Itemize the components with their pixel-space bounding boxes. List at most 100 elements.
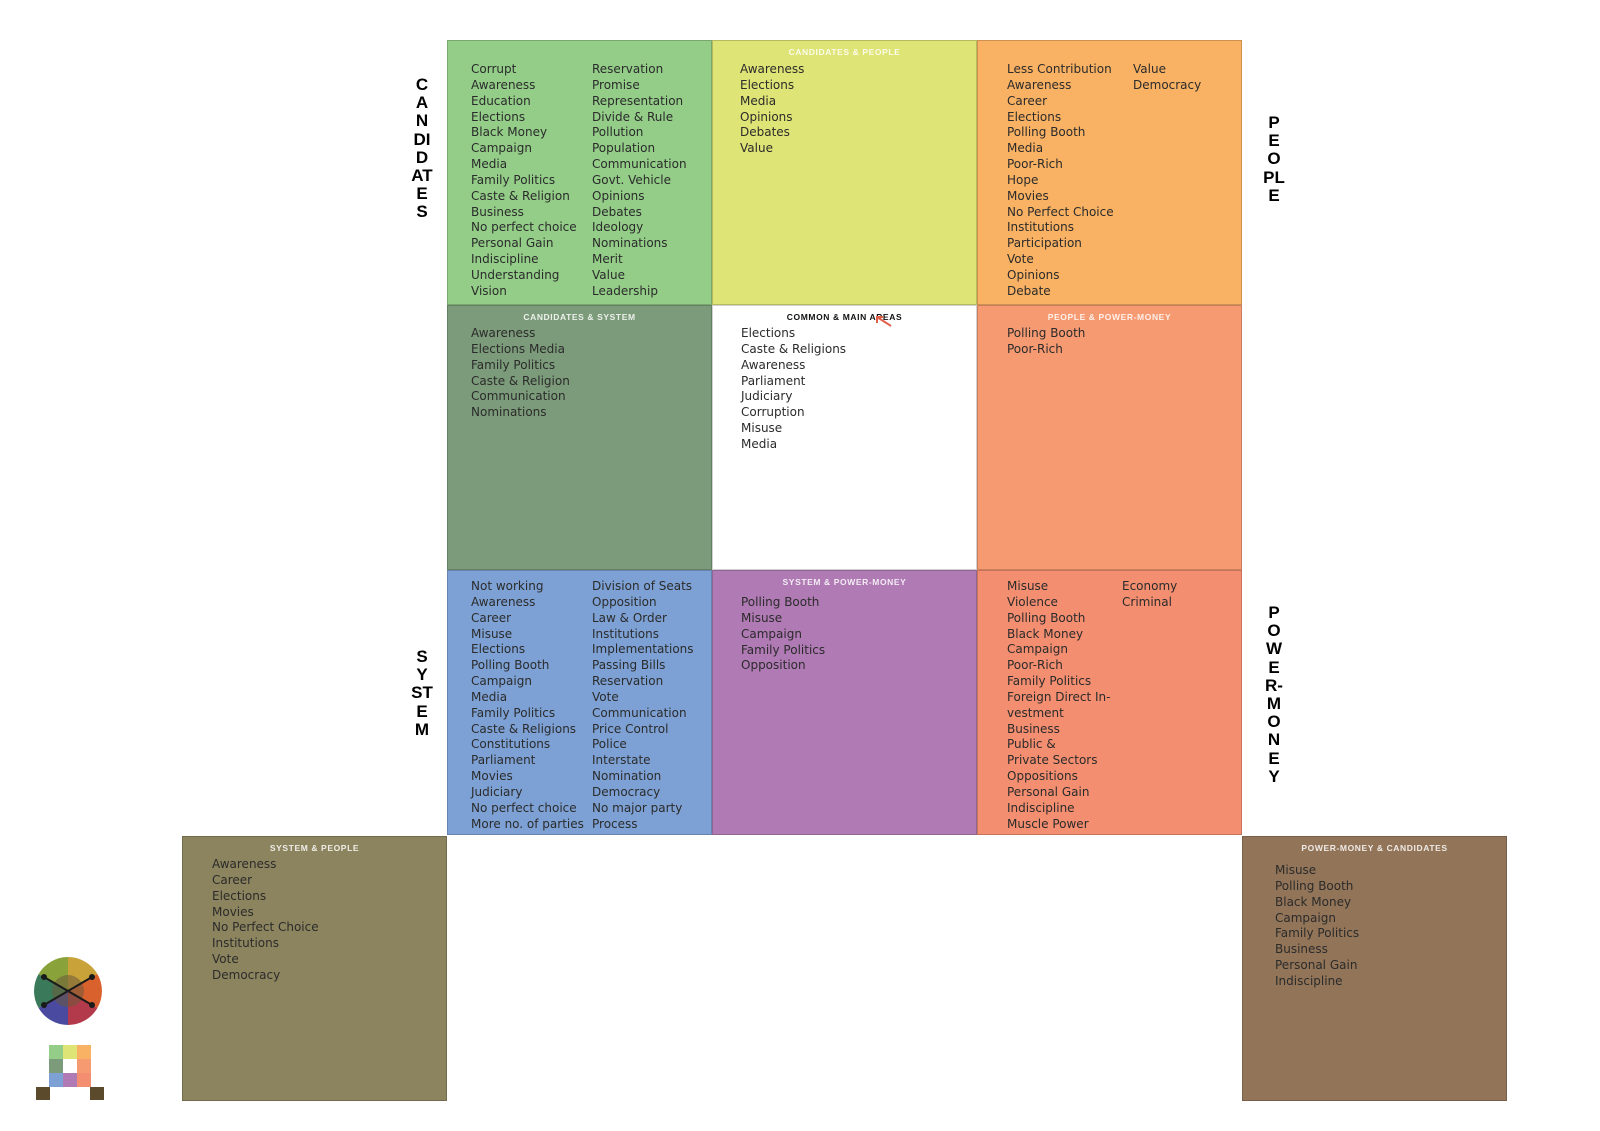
list-item: Awareness [212, 857, 277, 871]
list-item: Family Politics [1007, 674, 1092, 689]
list-item: Media [471, 157, 508, 172]
list-item: Awareness [741, 357, 806, 372]
list-item: Police [592, 737, 627, 752]
list-item: Divide & Rule [592, 109, 674, 124]
list-item: Passing Bills [592, 658, 666, 673]
list-item: Education [471, 93, 531, 108]
list-item: Awareness [1007, 77, 1072, 92]
list-item: Polling Booth [1275, 878, 1354, 893]
cell-system-power-money: SYSTEM & POWER-MONEY Polling Booth Misuse… [712, 570, 977, 835]
side-label-people: PEOPLE [1263, 113, 1285, 205]
list-item: Less Contribution [1007, 62, 1112, 76]
list-item: Media [740, 93, 777, 108]
list-item: Process [592, 816, 638, 831]
list-item: Misuse [1275, 863, 1317, 877]
list-item: Corrupt [471, 62, 517, 76]
list-item: Institutions [1007, 220, 1074, 235]
list-item: Constitutions [471, 737, 551, 752]
list-item: Family Politics [471, 705, 556, 720]
list-item: Elections [740, 77, 795, 92]
cell-title-candidates-system: CANDIDATES & SYSTEM [523, 312, 636, 322]
list-item: No Perfect Choice [212, 920, 319, 935]
list-item: No perfect choice [471, 800, 577, 815]
cell-title-system-power: SYSTEM & POWER-MONEY [782, 577, 907, 587]
list-item: Vote [592, 689, 619, 704]
logo-swatch [77, 1045, 91, 1059]
list-item: Institutions [592, 626, 659, 641]
list-item: Awareness [471, 326, 536, 340]
cell-title-people-power: PEOPLE & POWER-MONEY [1047, 312, 1172, 322]
list-item: Value [740, 141, 773, 156]
side-label-candidates: CANDIDATES [411, 75, 433, 222]
list-item: Poor-Rich [1007, 341, 1063, 356]
list-item: Judiciary [741, 389, 793, 404]
list-item: Family Politics [741, 642, 826, 657]
list-item: Elections [741, 326, 796, 340]
cell-title-candidates-people: CANDIDATES & PEOPLE [788, 47, 901, 57]
list-item: Law & Order [592, 610, 667, 625]
list-item: Black Money [1275, 894, 1352, 909]
list-item: Nominations [471, 405, 547, 420]
list-item: No Perfect Choice [1007, 204, 1114, 219]
candidates-list-col2: Reservation Promise Representation Divide &… [592, 62, 687, 300]
cell-power-money-candidates: POWER-MONEY & CANDIDATES Misuse Polling B… [1242, 836, 1507, 1101]
system-power-list: Polling Booth Misuse Campaign Family Politi… [741, 595, 825, 674]
list-item: Hope [1007, 172, 1039, 187]
list-item: vestment [1007, 705, 1064, 720]
list-item: Value [1133, 62, 1166, 76]
people-list-col2: Value Democracy [1133, 62, 1201, 94]
logo-foot-left [36, 1087, 50, 1100]
list-item: More no. of parties [471, 816, 584, 831]
list-item: Foreign Direct In- [1007, 689, 1111, 704]
list-item: Judiciary [471, 784, 523, 799]
list-item: Democracy [1133, 77, 1202, 92]
list-item: Opinions [1007, 267, 1060, 282]
list-item: Campaign [471, 141, 532, 156]
list-item: Career [471, 610, 512, 625]
arrow-icon [876, 316, 892, 327]
list-item: Career [212, 872, 253, 887]
logo-swatch [49, 1059, 63, 1073]
list-item: Democracy [592, 784, 661, 799]
list-item: Violence [1007, 594, 1058, 609]
list-item: Public & [1007, 737, 1056, 752]
list-item: Indiscipline [1275, 973, 1343, 988]
list-item: Nomination [592, 769, 662, 784]
list-item: Black Money [471, 125, 548, 140]
list-item: Awareness [740, 62, 805, 76]
list-item: Elections [212, 888, 267, 903]
list-item: Caste & Religion [471, 188, 570, 203]
list-item: Movies [471, 769, 513, 784]
list-item: Personal Gain [1275, 958, 1358, 973]
list-item: Vision [471, 283, 507, 298]
list-item: Interstate [592, 753, 651, 768]
list-item: Media [741, 436, 778, 451]
list-item: Opposition [741, 658, 806, 673]
list-item: Polling Booth [471, 658, 550, 673]
list-item: Understanding [471, 267, 560, 282]
list-item: Misuse [471, 626, 513, 641]
list-item: Business [1275, 942, 1328, 957]
list-item: Merit [592, 252, 623, 267]
list-item: Criminal [1122, 594, 1172, 609]
list-item: Media [1007, 141, 1044, 156]
list-item: Elections [471, 109, 526, 124]
cell-system-people: SYSTEM & PEOPLE Awareness Career Elections… [182, 836, 447, 1101]
list-item: Parliament [741, 373, 806, 388]
list-item: Elections [471, 642, 526, 657]
cell-candidates: Corrupt Awareness Education Elections Black … [447, 40, 712, 305]
list-item: Vote [212, 952, 239, 967]
cell-candidates-people: CANDIDATES & PEOPLE Awareness Elections Me… [712, 40, 977, 305]
side-label-system: SYSTEM [411, 647, 433, 739]
candidates-system-list: Awareness Elections Media Family Politics C… [471, 326, 570, 421]
list-item: Institutions [212, 936, 279, 951]
list-item: Poor-Rich [1007, 658, 1063, 673]
people-list-col1: Less Contribution Awareness Career Election… [1007, 62, 1114, 300]
list-item: Implementations [592, 642, 694, 657]
list-item: Media [471, 689, 508, 704]
cell-system: Not working Awareness Career Misuse Election… [447, 570, 712, 835]
list-item: Misuse [741, 421, 783, 436]
list-item: Movies [1007, 188, 1049, 203]
list-item: Muscle Power [1007, 816, 1089, 831]
logo-grid [49, 1045, 91, 1087]
